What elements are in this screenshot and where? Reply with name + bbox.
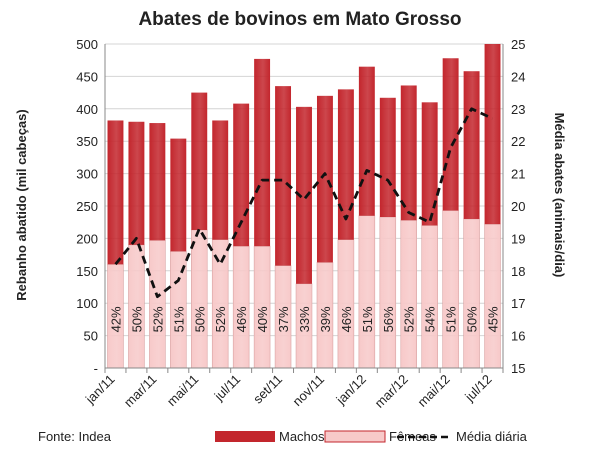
bar-percent-label: 50% [465,306,480,332]
bar-machos [484,44,501,225]
bar-percent-label: 46% [234,306,249,332]
y2-axis-label: Média abates (animais/dia) [552,113,567,278]
bar-percent-label: 39% [318,306,333,332]
y2-tick-label: 15 [511,361,525,376]
bar-percent-label: 52% [213,306,228,332]
bar-percent-label: 40% [255,306,270,332]
bar-femeas [421,225,438,369]
y2-tick-label: 18 [511,264,525,279]
bar-percent-label: 50% [192,306,207,332]
bar-machos [212,120,229,240]
y2-tick-label: 25 [511,37,525,52]
bar-machos [379,97,396,218]
line-series [114,107,494,299]
bar-machos [296,106,312,284]
y2-tick-label: 23 [511,102,525,117]
x-tick-label: nov/11 [290,372,328,410]
bar-femeas [337,239,355,369]
chart-title: Abates de bovinos em Mato Grosso [138,9,461,30]
y2-tick-label: 19 [511,231,525,246]
y-tick-label: - [94,361,98,376]
bar-percent-label: 50% [129,306,144,332]
source-note: Fonte: Indea [38,429,112,444]
y-tick-label: 500 [76,37,98,52]
bar-machos [358,66,375,216]
y2-tick-label: 21 [511,167,525,182]
bar-machos [170,138,187,252]
y-axis-label: Rebanho abatido (mil cabeças) [14,109,29,300]
y2-tick-label: 16 [511,329,525,344]
bar-femeas [463,218,480,369]
y-tick-label: 450 [76,69,98,84]
x-tick-label: mai/11 [164,372,202,410]
bar-percent-label: 52% [402,306,417,332]
x-tick-label: jan/11 [82,372,118,408]
y-tick-label: 150 [76,264,98,279]
x-tick-label: set/11 [250,372,285,407]
legend-label-media-diaria: Média diária [456,429,528,444]
bar-machos [316,95,333,263]
legend-swatch-machos [215,431,275,442]
bar-percent-label: 52% [150,306,165,332]
legend: Machos Fêmeas Média diária [215,429,528,444]
bar-labels: 42% 50% 52% 51% 50% 52% 46% 40% 37% 33% 39% 46% 51% 5… [108,306,500,332]
x-tick-label: jul/12 [461,372,494,405]
bar-percent-label: 46% [339,306,354,332]
bar-machos [233,103,250,247]
x-tick-label: mar/11 [121,372,160,411]
y-tick-label: 400 [76,102,98,117]
x-tick-label: jul/11 [211,372,244,405]
bar-machos [254,58,271,247]
bar-machos [149,123,166,241]
bar-femeas [442,210,459,369]
bar-percent-label: 42% [108,306,123,332]
bar-machos [107,120,124,265]
legend-swatch-femeas [324,430,386,443]
bar-femeas [149,240,166,369]
bar-percent-label: 37% [276,306,291,332]
bar-machos [421,102,438,226]
bar-percent-label: 51% [360,306,375,332]
bar-femeas [379,216,397,369]
bar-percent-label: 51% [444,306,459,332]
y2-tick-label: 20 [511,199,525,214]
legend-label-machos: Machos [279,429,325,444]
bar-percent-label: 45% [486,306,501,332]
bar-percent-label: 33% [297,306,312,332]
bar-percent-label: 51% [171,306,186,332]
bar-femeas [211,239,229,369]
bar-femeas [358,215,376,369]
y2-tick-label: 22 [511,134,525,149]
y2-tick-label: 24 [511,69,525,84]
line-media-diaria [114,107,494,299]
y2-tick-label: 17 [511,296,525,311]
y-tick-label: 300 [76,167,98,182]
x-tick-label: jan/12 [333,372,369,408]
y-tick-label: 200 [76,231,98,246]
bar-machos [463,71,480,219]
bar-machos [128,121,145,245]
bar-femeas [400,219,417,369]
bar-percent-label: 56% [381,306,396,332]
bar-machos [275,86,292,266]
y-tick-label: 100 [76,296,98,311]
x-tick-label: mai/12 [415,372,453,410]
bar-percent-label: 54% [423,306,438,332]
y-tick-label: 350 [76,134,98,149]
bar-machos [400,85,417,221]
x-tick-label: mar/12 [372,372,411,411]
bar-machos [442,58,459,211]
y-tick-label: 50 [84,329,98,344]
bar-femeas [191,229,208,369]
bars [107,44,501,369]
y-tick-label: 250 [76,199,98,214]
bar-machos [191,92,208,230]
bar-femeas [484,223,501,369]
bar-machos [337,89,354,240]
